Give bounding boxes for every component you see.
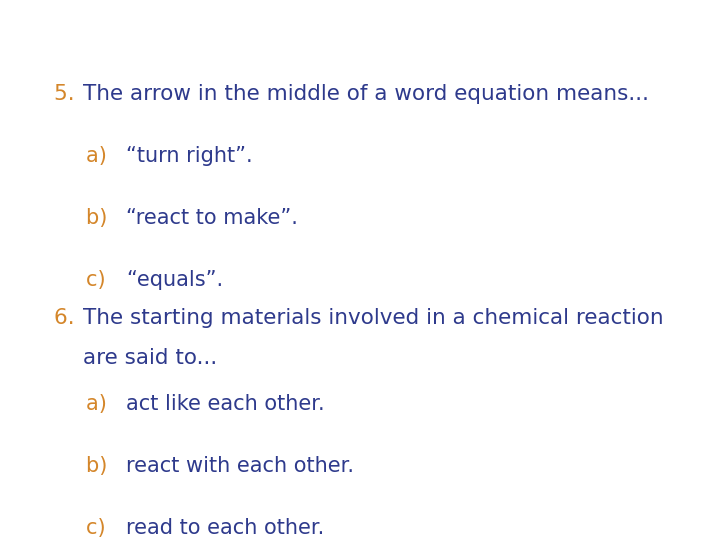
Text: b): b) (86, 208, 121, 228)
Text: a): a) (86, 394, 120, 414)
Text: “equals”.: “equals”. (126, 270, 223, 290)
Text: 6.: 6. (54, 308, 89, 328)
Text: The arrow in the middle of a word equation means...: The arrow in the middle of a word equati… (83, 84, 649, 104)
Text: a): a) (86, 146, 120, 166)
Text: read to each other.: read to each other. (126, 518, 324, 538)
Text: 5.: 5. (54, 84, 89, 104)
Text: c): c) (86, 270, 120, 290)
Text: react with each other.: react with each other. (126, 456, 354, 476)
Text: The starting materials involved in a chemical reaction: The starting materials involved in a che… (83, 308, 663, 328)
Text: “turn right”.: “turn right”. (126, 146, 253, 166)
Text: “react to make”.: “react to make”. (126, 208, 298, 228)
Text: act like each other.: act like each other. (126, 394, 325, 414)
Text: are said to...: are said to... (83, 348, 217, 368)
Text: b): b) (86, 456, 121, 476)
Text: c): c) (86, 518, 120, 538)
